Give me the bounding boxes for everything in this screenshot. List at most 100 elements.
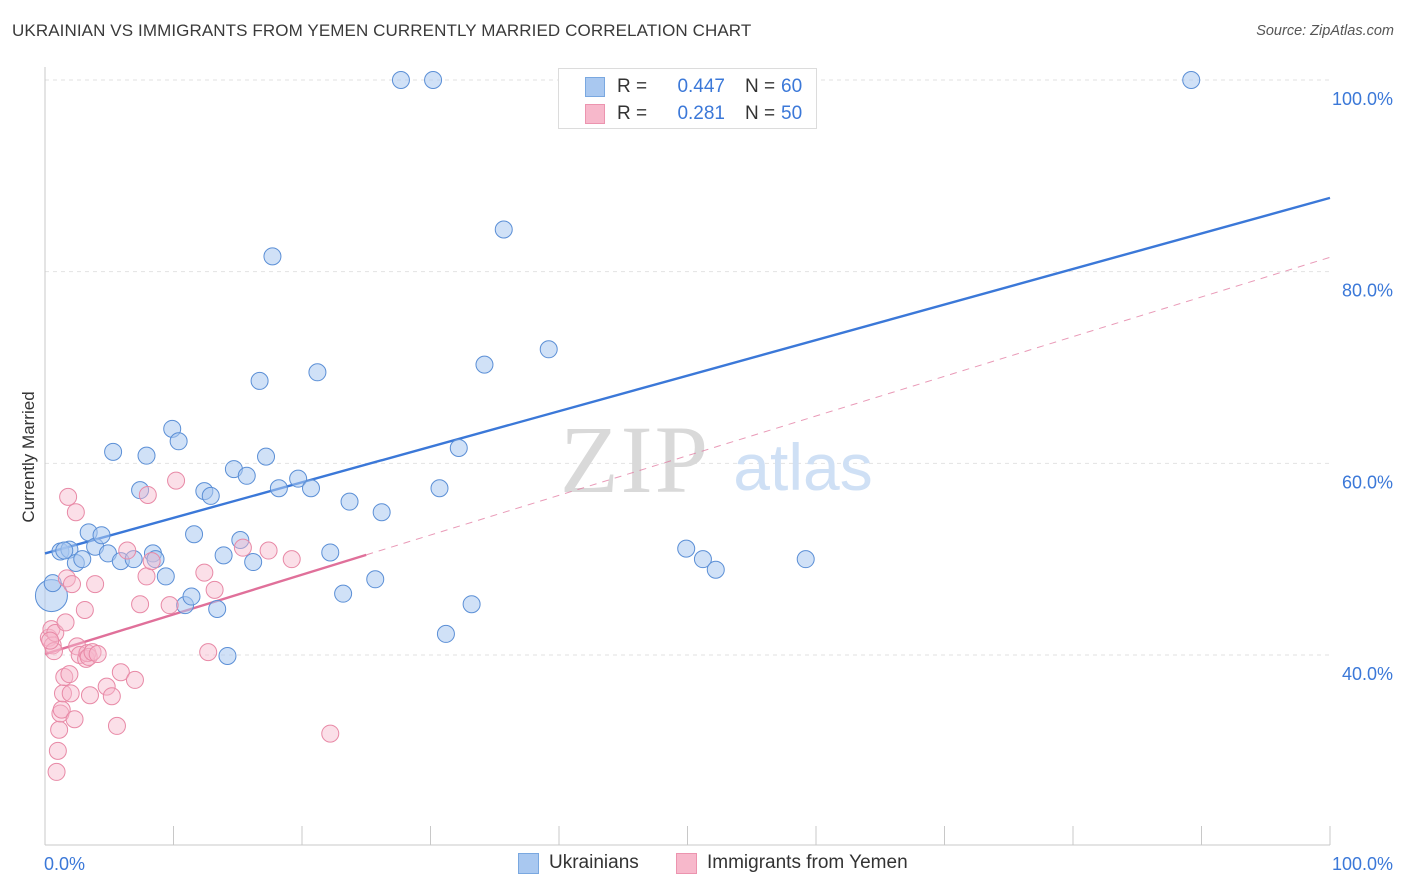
point-yemen (44, 642, 63, 661)
point-yemen (62, 575, 81, 594)
point-yemen (57, 569, 76, 588)
x-tick-label: 0.0% (44, 854, 85, 874)
point-yemen (321, 724, 340, 743)
point-ukrainians (366, 570, 385, 589)
point-ukrainians (340, 492, 359, 511)
point-ukrainians (269, 479, 288, 498)
tick-labels: 40.0% 60.0% 80.0% 100.0% 0.0% 100.0% (44, 89, 1393, 874)
point-yemen (137, 567, 156, 586)
point-ukrainians (308, 363, 327, 382)
point-yemen (131, 595, 150, 614)
point-yemen (50, 720, 69, 739)
point-yemen (59, 487, 78, 506)
point-ukrainians (462, 595, 481, 614)
point-ukrainians (436, 624, 455, 643)
point-ukrainians (250, 371, 269, 390)
point-ukrainians (156, 567, 175, 586)
ukrainians-swatch (585, 77, 605, 97)
point-ukrainians (1182, 71, 1201, 89)
point-ukrainians (706, 560, 725, 579)
n-value: 60 (781, 76, 803, 97)
point-yemen (195, 563, 214, 582)
point-yemen (142, 552, 161, 571)
watermark-zip: ZIP (560, 406, 710, 513)
point-ukrainians (182, 587, 201, 606)
r-value: 0.447 (677, 76, 725, 97)
point-yemen (138, 485, 157, 504)
y-axis-label: Currently Married (19, 391, 38, 522)
point-ukrainians (104, 442, 123, 461)
watermark: ZIP atlas (560, 406, 873, 513)
trend-line-yemen-extrapolated (366, 256, 1331, 556)
point-yemen (66, 503, 85, 522)
point-ukrainians (55, 541, 74, 560)
point-yemen (107, 716, 126, 735)
point-ukrainians (693, 550, 712, 569)
point-yemen (282, 550, 301, 569)
n-label: N = (745, 103, 776, 124)
trend-line-yemen (44, 553, 367, 656)
point-ukrainians (244, 553, 263, 572)
n-value: 50 (781, 103, 803, 124)
point-yemen (80, 686, 99, 705)
point-ukrainians (321, 543, 340, 562)
point-yemen (102, 687, 121, 706)
point-yemen (55, 668, 74, 687)
point-yemen (47, 762, 66, 781)
point-yemen (88, 645, 107, 664)
point-yemen (259, 541, 278, 560)
stats-row-yemen: R = 0.281 N = 50 (585, 102, 802, 126)
chart-title: UKRAINIAN VS IMMIGRANTS FROM YEMEN CURRE… (12, 21, 752, 40)
legend-item-yemen[interactable]: Immigrants from Yemen (676, 852, 908, 874)
point-yemen (75, 600, 94, 619)
point-ukrainians (539, 340, 558, 359)
series-legend: Ukrainians Immigrants from Yemen (0, 852, 1406, 876)
y-tick-label: 40.0% (1342, 664, 1393, 684)
point-ukrainians (208, 600, 227, 618)
point-yemen (97, 677, 116, 696)
point-yemen (111, 663, 130, 682)
point-ukrainians (185, 525, 204, 544)
point-ukrainians (424, 71, 443, 89)
point-yemen (65, 710, 84, 729)
r-value: 0.281 (677, 103, 725, 124)
point-yemen (52, 700, 71, 719)
data-points (34, 71, 1201, 781)
point-yemen (77, 649, 96, 668)
point-ukrainians (218, 646, 237, 665)
source-credit: Source: ZipAtlas.com (1256, 23, 1394, 39)
y-tick-label: 80.0% (1342, 281, 1393, 301)
point-ukrainians (257, 447, 276, 466)
point-yemen (125, 670, 144, 689)
x-tick-label: 100.0% (1332, 854, 1393, 874)
point-yemen (56, 613, 75, 632)
point-yemen (53, 684, 72, 703)
point-yemen (86, 575, 105, 594)
point-ukrainians (301, 479, 320, 498)
point-ukrainians (494, 220, 513, 239)
legend-item-ukrainians[interactable]: Ukrainians (518, 852, 639, 874)
point-ukrainians (73, 550, 92, 569)
point-ukrainians (43, 574, 62, 593)
point-ukrainians (137, 446, 156, 465)
yemen-legend-swatch (676, 852, 697, 874)
axes (44, 67, 1331, 846)
point-ukrainians (391, 71, 410, 89)
point-ukrainians (289, 469, 308, 488)
point-yemen (167, 471, 186, 490)
r-label: R = (617, 76, 648, 97)
trend-line-ukrainians (44, 196, 1331, 555)
point-ukrainians (237, 466, 256, 485)
point-ukrainians (449, 439, 468, 457)
point-yemen (205, 580, 224, 599)
point-ukrainians (796, 550, 815, 569)
y-tick-label: 100.0% (1332, 89, 1393, 109)
point-ukrainians (92, 526, 111, 545)
stats-legend: R = 0.447 N = 60 R = 0.281 N = 50 (558, 68, 817, 129)
point-ukrainians (372, 503, 391, 522)
point-ukrainians (263, 247, 282, 266)
point-yemen (199, 643, 218, 662)
trend-lines (44, 196, 1331, 656)
r-label: R = (617, 103, 648, 124)
